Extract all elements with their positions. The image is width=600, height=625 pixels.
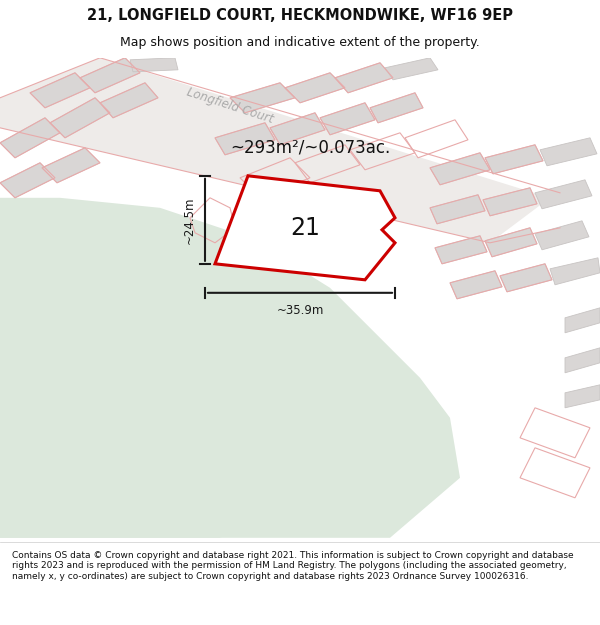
- Polygon shape: [285, 72, 345, 102]
- Polygon shape: [565, 348, 600, 372]
- Text: ~293m²/~0.073ac.: ~293m²/~0.073ac.: [230, 139, 390, 157]
- Polygon shape: [535, 221, 589, 250]
- Polygon shape: [100, 82, 158, 118]
- Polygon shape: [130, 58, 178, 72]
- Polygon shape: [485, 145, 543, 174]
- Polygon shape: [485, 228, 537, 257]
- Polygon shape: [535, 180, 592, 209]
- Polygon shape: [450, 271, 502, 299]
- Polygon shape: [565, 308, 600, 332]
- Polygon shape: [50, 98, 110, 138]
- Text: 21, LONGFIELD COURT, HECKMONDWIKE, WF16 9EP: 21, LONGFIELD COURT, HECKMONDWIKE, WF16 …: [87, 8, 513, 23]
- Polygon shape: [0, 198, 460, 538]
- Polygon shape: [483, 188, 537, 216]
- Polygon shape: [0, 58, 550, 243]
- Text: ~24.5m: ~24.5m: [182, 196, 196, 244]
- Text: ~35.9m: ~35.9m: [277, 304, 323, 318]
- Polygon shape: [30, 72, 90, 107]
- Polygon shape: [0, 268, 340, 538]
- Polygon shape: [80, 58, 140, 92]
- Polygon shape: [565, 385, 600, 408]
- Polygon shape: [215, 122, 275, 155]
- Polygon shape: [540, 138, 597, 166]
- Polygon shape: [500, 264, 552, 292]
- Text: Map shows position and indicative extent of the property.: Map shows position and indicative extent…: [120, 36, 480, 49]
- Text: Longfield Court: Longfield Court: [185, 86, 275, 126]
- Polygon shape: [230, 82, 295, 112]
- Polygon shape: [0, 162, 55, 198]
- Polygon shape: [335, 62, 393, 92]
- Polygon shape: [430, 195, 485, 224]
- Polygon shape: [435, 236, 487, 264]
- Polygon shape: [430, 152, 490, 185]
- Polygon shape: [550, 258, 600, 285]
- Polygon shape: [0, 118, 60, 158]
- Polygon shape: [385, 58, 438, 80]
- Polygon shape: [270, 112, 325, 145]
- Polygon shape: [370, 92, 423, 123]
- Text: Contains OS data © Crown copyright and database right 2021. This information is : Contains OS data © Crown copyright and d…: [12, 551, 574, 581]
- Polygon shape: [42, 148, 100, 182]
- Polygon shape: [215, 176, 395, 280]
- Polygon shape: [320, 102, 375, 135]
- Text: 21: 21: [290, 216, 320, 240]
